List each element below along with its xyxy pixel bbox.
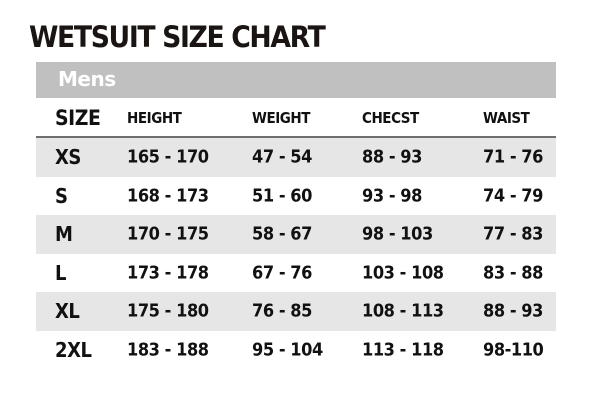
cell-height: 173 - 178 — [127, 262, 209, 284]
table-row: 2XL 183 - 188 95 - 104 113 - 118 98-110 — [36, 331, 556, 370]
cell-chest: 108 - 113 — [362, 300, 444, 322]
cell-chest: 88 - 93 — [362, 146, 422, 168]
cell-waist: 77 - 83 — [483, 223, 543, 245]
cell-waist: 98-110 — [483, 339, 544, 361]
cell-height: 183 - 188 — [127, 339, 209, 361]
cell-waist: 74 - 79 — [483, 185, 543, 207]
cell-height: 170 - 175 — [127, 223, 209, 245]
cell-height: 168 - 173 — [127, 185, 209, 207]
cell-height: 165 - 170 — [127, 146, 209, 168]
cell-size: S — [55, 183, 68, 208]
table-row: XL 175 - 180 76 - 85 108 - 113 88 - 93 — [36, 292, 556, 331]
size-table: SIZE HEIGHT WEIGHT CHECST WAIST XS 165 - … — [36, 99, 556, 369]
column-header-waist: WAIST — [483, 108, 530, 127]
page-title: WETSUIT SIZE CHART — [29, 20, 326, 54]
cell-size: 2XL — [55, 337, 92, 362]
cell-weight: 95 - 104 — [252, 339, 323, 361]
column-header-chest: CHECST — [362, 108, 419, 127]
table-row: S 168 - 173 51 - 60 93 - 98 74 - 79 — [36, 177, 556, 216]
section-label: Mens — [58, 67, 116, 91]
cell-size: L — [55, 260, 67, 285]
cell-chest: 103 - 108 — [362, 262, 444, 284]
table-row: XS 165 - 170 47 - 54 88 - 93 71 - 76 — [36, 138, 556, 177]
cell-chest: 113 - 118 — [362, 339, 444, 361]
cell-size: XL — [55, 299, 80, 324]
cell-waist: 71 - 76 — [483, 146, 543, 168]
cell-chest: 98 - 103 — [362, 223, 433, 245]
cell-weight: 51 - 60 — [252, 185, 312, 207]
table-header-row: SIZE HEIGHT WEIGHT CHECST WAIST — [36, 99, 556, 138]
cell-weight: 67 - 76 — [252, 262, 312, 284]
column-header-weight: WEIGHT — [252, 108, 311, 127]
cell-weight: 47 - 54 — [252, 146, 312, 168]
cell-height: 175 - 180 — [127, 300, 209, 322]
cell-size: XS — [55, 145, 81, 170]
cell-chest: 93 - 98 — [362, 185, 422, 207]
column-header-size: SIZE — [55, 105, 101, 130]
cell-weight: 76 - 85 — [252, 300, 312, 322]
cell-weight: 58 - 67 — [252, 223, 312, 245]
cell-size: M — [55, 222, 73, 247]
table-row: L 173 - 178 67 - 76 103 - 108 83 - 88 — [36, 254, 556, 293]
section-header-mens: Mens — [36, 62, 556, 98]
column-header-height: HEIGHT — [127, 108, 182, 127]
cell-waist: 83 - 88 — [483, 262, 543, 284]
cell-waist: 88 - 93 — [483, 300, 543, 322]
table-row: M 170 - 175 58 - 67 98 - 103 77 - 83 — [36, 215, 556, 254]
